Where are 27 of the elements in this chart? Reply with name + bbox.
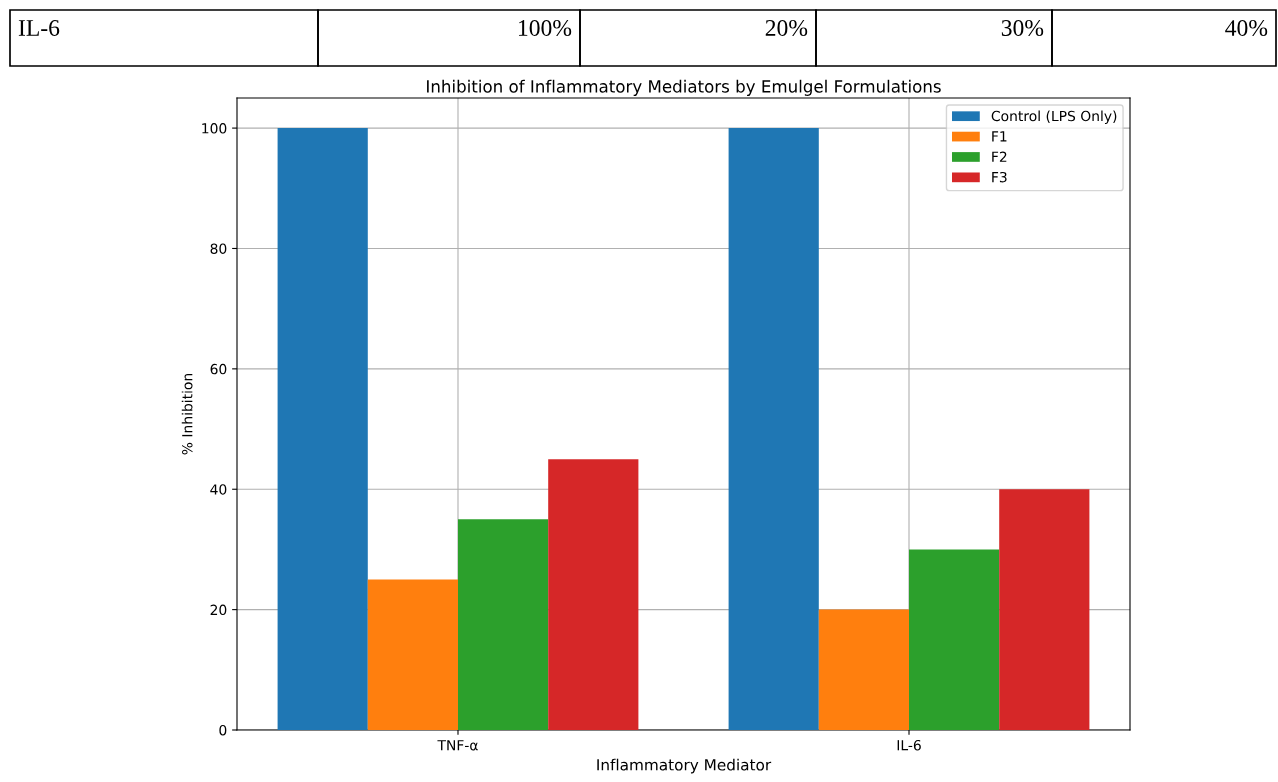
bar xyxy=(999,489,1090,730)
x-tick-label: TNF-α xyxy=(437,740,478,751)
bar xyxy=(818,609,910,730)
y-tick-label: 20 xyxy=(210,604,227,616)
legend-label: F3 xyxy=(992,171,1007,183)
legend-label: F2 xyxy=(992,151,1007,162)
y-tick-label: 40 xyxy=(210,484,227,495)
y-tick-label: 60 xyxy=(210,363,227,375)
y-tick-label: 80 xyxy=(210,243,227,254)
bar xyxy=(277,128,368,730)
bar xyxy=(367,579,458,730)
bar xyxy=(909,549,1000,730)
bar xyxy=(548,459,639,730)
text: 30% xyxy=(1001,19,1044,36)
legend-label: Control (LPS Only) xyxy=(991,110,1117,124)
text: 40% xyxy=(1225,19,1268,36)
y-tick-label: 100 xyxy=(202,123,227,134)
text: 100% xyxy=(518,19,572,36)
chart-title: Inhibition of Inflammatory Mediators by Emulgel Formulations xyxy=(427,79,941,96)
text: 20% xyxy=(765,19,808,36)
y-axis-title: % Inhibition xyxy=(181,373,193,455)
text: IL-6 xyxy=(18,20,60,36)
bar xyxy=(457,519,549,730)
y-tick-label: 0 xyxy=(219,724,227,736)
bar xyxy=(728,128,819,730)
legend-label: F1 xyxy=(992,131,1007,142)
x-axis-title: Inflammatory Mediator xyxy=(597,758,772,774)
